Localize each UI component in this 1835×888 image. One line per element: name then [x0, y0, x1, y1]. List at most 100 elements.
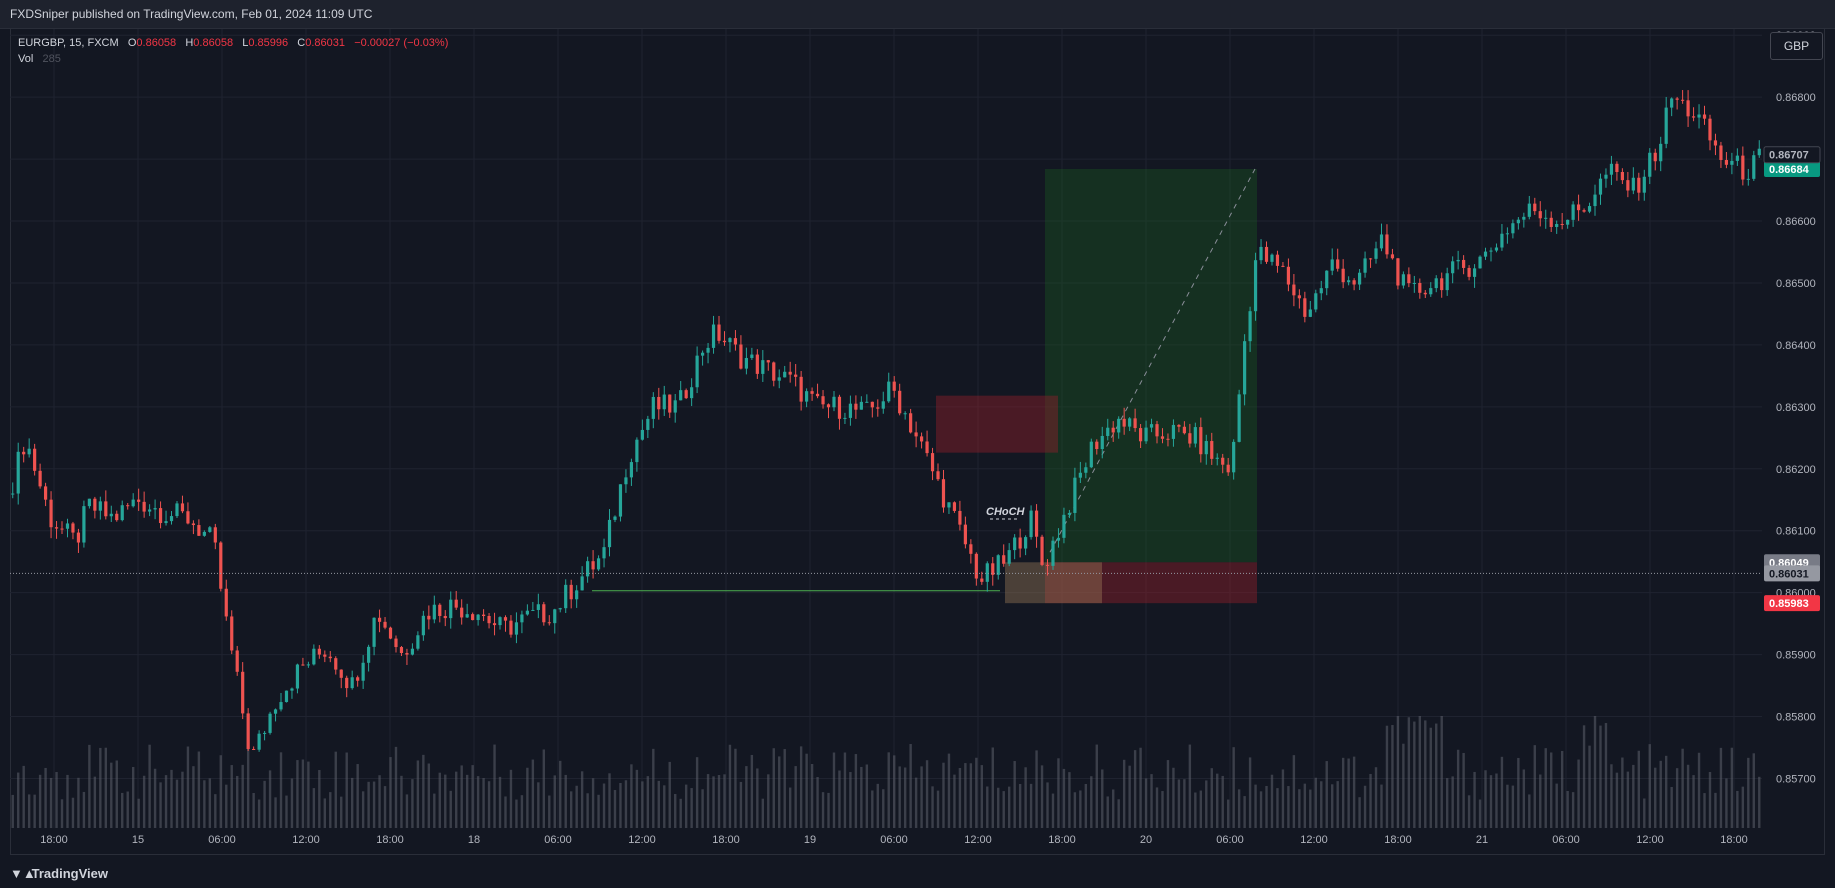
candle[interactable]	[323, 654, 327, 657]
candle[interactable]	[679, 390, 683, 401]
candle[interactable]	[810, 391, 814, 394]
candle[interactable]	[914, 432, 918, 437]
candle[interactable]	[427, 615, 431, 620]
candle[interactable]	[1363, 258, 1367, 273]
candle[interactable]	[739, 344, 743, 369]
candle[interactable]	[1752, 155, 1756, 179]
candle[interactable]	[1505, 233, 1510, 235]
candle[interactable]	[1117, 418, 1121, 433]
candle[interactable]	[1264, 246, 1269, 262]
tradingview-logo[interactable]: ▼▲ TradingView	[10, 866, 108, 881]
candle[interactable]	[306, 664, 310, 666]
candle[interactable]	[1516, 219, 1520, 224]
candle[interactable]	[586, 561, 590, 577]
candle[interactable]	[1555, 223, 1559, 227]
candle[interactable]	[109, 513, 113, 517]
candle[interactable]	[1522, 216, 1526, 220]
candle[interactable]	[700, 352, 705, 356]
candle[interactable]	[503, 617, 508, 621]
candle[interactable]	[1467, 267, 1471, 277]
candle[interactable]	[1702, 114, 1707, 119]
candle[interactable]	[635, 439, 639, 463]
candle[interactable]	[1078, 472, 1082, 478]
candle[interactable]	[1018, 537, 1022, 549]
candle[interactable]	[717, 324, 721, 341]
candle[interactable]	[1576, 204, 1581, 211]
candle[interactable]	[153, 508, 157, 510]
candle[interactable]	[471, 614, 475, 621]
candle[interactable]	[668, 394, 672, 413]
candle[interactable]	[569, 584, 573, 600]
candle[interactable]	[1204, 441, 1208, 455]
candle[interactable]	[624, 477, 628, 485]
candle[interactable]	[339, 669, 343, 678]
candle[interactable]	[241, 671, 245, 714]
candle[interactable]	[1478, 256, 1482, 269]
candle[interactable]	[919, 436, 924, 442]
candle[interactable]	[481, 614, 486, 616]
candle[interactable]	[1533, 203, 1537, 212]
candle[interactable]	[1472, 268, 1477, 277]
candle[interactable]	[1270, 254, 1274, 262]
candle[interactable]	[794, 374, 798, 377]
candle[interactable]	[848, 403, 853, 418]
candle[interactable]	[1325, 270, 1329, 289]
candle[interactable]	[350, 677, 354, 689]
candle[interactable]	[1319, 288, 1323, 294]
candle[interactable]	[525, 610, 529, 615]
candle[interactable]	[963, 524, 967, 545]
candle[interactable]	[1462, 259, 1466, 268]
candle[interactable]	[1089, 441, 1093, 468]
candle[interactable]	[974, 553, 978, 579]
candle[interactable]	[49, 499, 53, 528]
candle[interactable]	[1210, 441, 1214, 459]
candle[interactable]	[1292, 284, 1296, 296]
candle[interactable]	[449, 599, 453, 619]
candle[interactable]	[1259, 246, 1263, 261]
candle[interactable]	[1024, 537, 1028, 549]
candle[interactable]	[826, 404, 831, 408]
candle[interactable]	[777, 377, 781, 381]
candle[interactable]	[1445, 273, 1449, 291]
candle[interactable]	[805, 391, 809, 402]
candle[interactable]	[865, 401, 869, 403]
candle[interactable]	[859, 401, 863, 410]
candle[interactable]	[476, 614, 480, 621]
candle[interactable]	[580, 576, 584, 591]
candle[interactable]	[1166, 438, 1170, 440]
candle[interactable]	[1374, 248, 1378, 259]
candle[interactable]	[410, 648, 415, 655]
candle[interactable]	[487, 615, 491, 624]
candle[interactable]	[1429, 288, 1433, 295]
candle[interactable]	[1275, 254, 1280, 266]
candle[interactable]	[180, 503, 185, 512]
candle[interactable]	[1412, 282, 1416, 284]
candle[interactable]	[892, 381, 896, 391]
candle[interactable]	[854, 403, 858, 410]
candle[interactable]	[870, 401, 874, 408]
candle[interactable]	[295, 664, 300, 689]
candle[interactable]	[1494, 247, 1499, 251]
candle[interactable]	[76, 532, 81, 543]
candle[interactable]	[1352, 280, 1356, 285]
candle[interactable]	[383, 621, 387, 628]
candle[interactable]	[1062, 514, 1066, 538]
candle[interactable]	[755, 354, 759, 374]
candle[interactable]	[317, 648, 321, 655]
candle[interactable]	[947, 502, 951, 508]
candle[interactable]	[1730, 160, 1734, 165]
candle[interactable]	[219, 542, 223, 589]
candle[interactable]	[1609, 163, 1614, 175]
candle[interactable]	[657, 396, 661, 410]
candle[interactable]	[367, 646, 371, 663]
candle[interactable]	[772, 362, 776, 381]
candle[interactable]	[416, 635, 420, 649]
candle[interactable]	[1138, 428, 1143, 442]
candle[interactable]	[1648, 152, 1652, 177]
candle[interactable]	[980, 578, 984, 582]
candle[interactable]	[1390, 254, 1395, 259]
candle[interactable]	[202, 531, 206, 536]
candle[interactable]	[1741, 155, 1745, 180]
candle[interactable]	[695, 355, 699, 388]
candle[interactable]	[1056, 537, 1061, 541]
